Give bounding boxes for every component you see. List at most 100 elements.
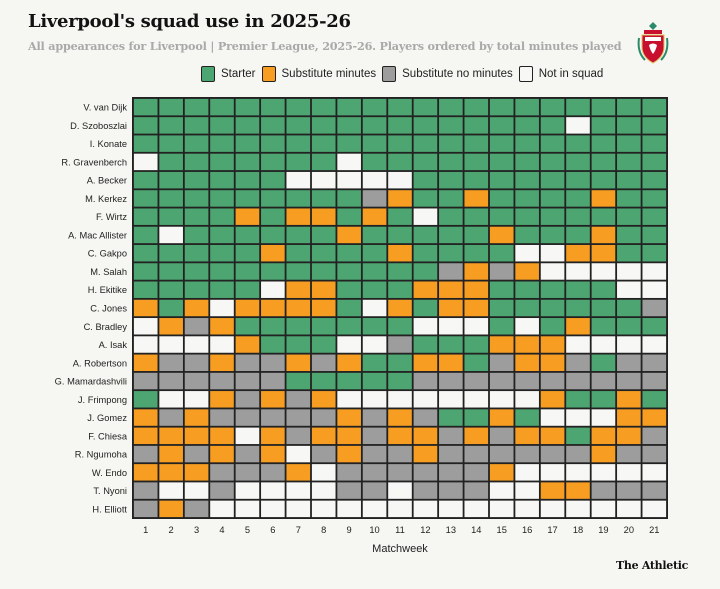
heatmap-cell xyxy=(591,190,616,207)
heatmap-cell xyxy=(489,464,514,481)
heatmap-cell xyxy=(439,281,463,298)
heatmap-cell xyxy=(311,445,336,463)
heatmap-cell xyxy=(591,226,616,244)
heatmap-cell xyxy=(617,171,641,189)
heatmap-cell xyxy=(184,464,209,481)
heatmap-cell xyxy=(515,482,539,499)
heatmap-cell xyxy=(413,354,438,372)
heatmap-cell xyxy=(286,354,311,372)
heatmap-cell xyxy=(464,299,489,317)
player-label: F. Chiesa xyxy=(88,431,128,441)
heatmap-cell xyxy=(362,98,387,116)
heatmap-cell xyxy=(489,153,514,171)
heatmap-cell xyxy=(261,190,285,207)
heatmap-cell xyxy=(388,318,412,335)
heatmap-cell xyxy=(388,226,412,244)
x-tick-label: 6 xyxy=(270,525,275,535)
x-tick-label: 21 xyxy=(649,525,659,535)
heatmap-cell xyxy=(362,135,387,152)
heatmap-cell xyxy=(362,281,387,298)
heatmap-cell xyxy=(337,318,361,335)
heatmap-cell xyxy=(388,153,412,171)
x-tick-label: 12 xyxy=(420,525,430,535)
heatmap-cell xyxy=(591,263,616,280)
heatmap-cell xyxy=(566,354,590,372)
heatmap-cell xyxy=(591,427,616,445)
heatmap-cell xyxy=(133,263,158,280)
heatmap-cell xyxy=(464,171,489,189)
heatmap-cell xyxy=(515,226,539,244)
heatmap-cell xyxy=(210,464,234,481)
heatmap-cell xyxy=(566,226,590,244)
heatmap-cell xyxy=(489,336,514,353)
heatmap-cell xyxy=(464,98,489,116)
heatmap-cell xyxy=(413,445,438,463)
heatmap-cell xyxy=(540,427,565,445)
heatmap-cell xyxy=(540,409,565,426)
heatmap-cell xyxy=(591,98,616,116)
x-tick-label: 9 xyxy=(347,525,352,535)
heatmap-cell xyxy=(337,244,361,262)
heatmap-cell xyxy=(210,482,234,499)
heatmap-cell xyxy=(184,354,209,372)
heatmap-cell xyxy=(235,208,260,225)
heatmap-cell xyxy=(566,372,590,390)
heatmap-cell xyxy=(362,263,387,280)
heatmap-cell xyxy=(311,427,336,445)
heatmap-cell xyxy=(337,445,361,463)
heatmap-cell xyxy=(210,427,234,445)
heatmap-cell xyxy=(337,427,361,445)
heatmap-cell xyxy=(261,500,285,518)
heatmap-cell xyxy=(566,482,590,499)
heatmap-cell xyxy=(540,500,565,518)
heatmap-cell xyxy=(540,190,565,207)
heatmap-cell xyxy=(439,354,463,372)
heatmap-cell xyxy=(489,244,514,262)
heatmap-cell xyxy=(159,117,183,134)
heatmap-cell xyxy=(464,409,489,426)
player-label: J. Frimpong xyxy=(78,395,127,405)
heatmap-cell xyxy=(464,226,489,244)
heatmap-cell xyxy=(439,244,463,262)
heatmap-cell xyxy=(566,500,590,518)
x-tick-label: 19 xyxy=(598,525,608,535)
heatmap-cell xyxy=(515,153,539,171)
x-tick-label: 11 xyxy=(395,525,405,535)
heatmap-cell xyxy=(311,372,336,390)
heatmap-cell xyxy=(210,135,234,152)
player-label: A. Robertson xyxy=(73,358,127,368)
x-tick-label: 16 xyxy=(522,525,532,535)
heatmap-cell xyxy=(515,409,539,426)
heatmap-cell xyxy=(210,263,234,280)
heatmap-cell xyxy=(261,336,285,353)
heatmap-cell xyxy=(439,372,463,390)
heatmap-cell xyxy=(464,391,489,408)
heatmap-cell xyxy=(617,372,641,390)
heatmap-cell xyxy=(235,244,260,262)
heatmap-cell xyxy=(413,226,438,244)
heatmap-cell xyxy=(591,500,616,518)
heatmap-cell xyxy=(184,208,209,225)
heatmap-cell xyxy=(413,281,438,298)
x-tick-label: 5 xyxy=(245,525,250,535)
heatmap-cell xyxy=(566,263,590,280)
heatmap-cell xyxy=(540,135,565,152)
heatmap-cell xyxy=(566,98,590,116)
heatmap-cell xyxy=(286,98,311,116)
heatmap-cell xyxy=(133,299,158,317)
heatmap-cell xyxy=(489,318,514,335)
legend-swatch-sub-minutes xyxy=(261,66,276,82)
heatmap-cell xyxy=(413,263,438,280)
heatmap-cell xyxy=(261,445,285,463)
x-tick-label: 10 xyxy=(369,525,379,535)
x-tick-label: 14 xyxy=(471,525,481,535)
heatmap-cell xyxy=(566,445,590,463)
heatmap-cell xyxy=(617,281,641,298)
heatmap-cell xyxy=(210,409,234,426)
player-label: C. Jones xyxy=(90,304,127,314)
heatmap-cell xyxy=(362,372,387,390)
heatmap-cell xyxy=(617,354,641,372)
heatmap-cell xyxy=(566,208,590,225)
heatmap-cell xyxy=(133,98,158,116)
